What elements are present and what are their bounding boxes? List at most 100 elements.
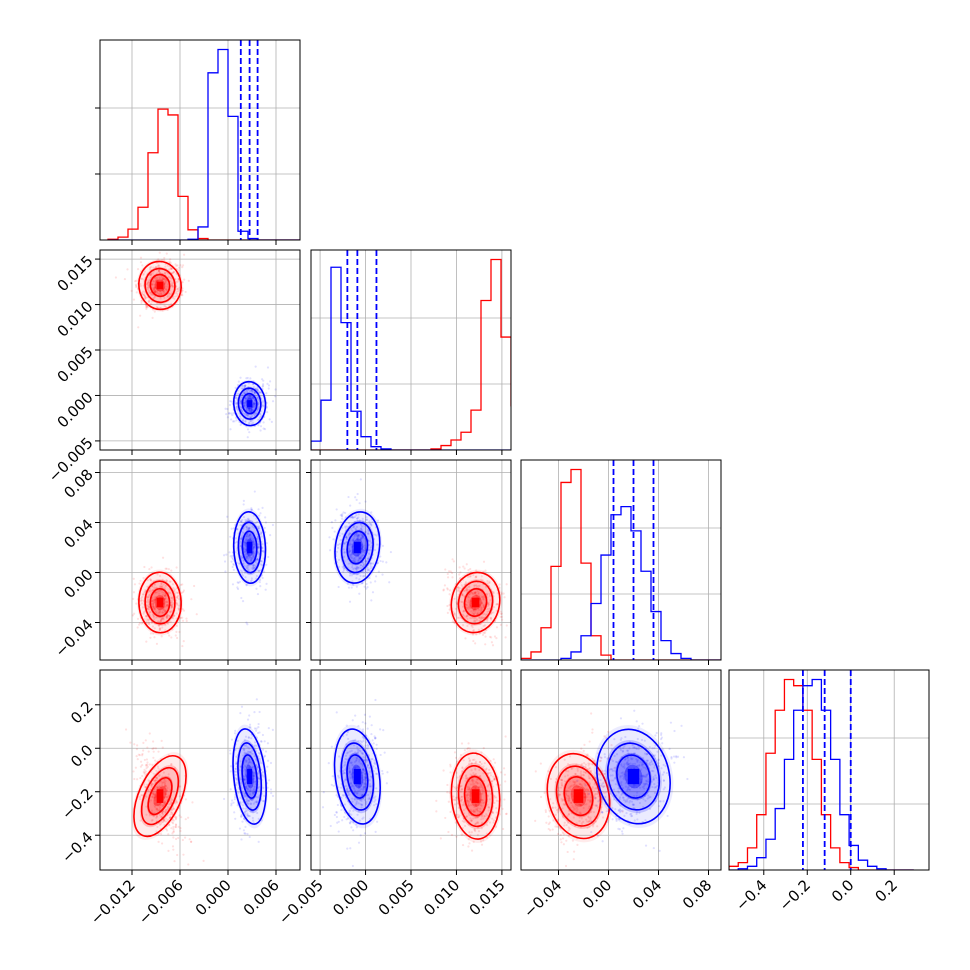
sample-point [243, 392, 246, 395]
sample-point [259, 413, 262, 416]
sample-point [153, 607, 157, 610]
sample-point [381, 769, 384, 773]
panel-content [321, 698, 508, 868]
sample-point [249, 537, 252, 541]
sample-point [243, 744, 246, 747]
sample-point [484, 643, 487, 646]
sample-point [255, 564, 258, 567]
sample-point [248, 396, 251, 399]
sample-point [347, 495, 350, 499]
sample-point [466, 747, 469, 751]
sample-point [163, 610, 167, 613]
sample-point [252, 550, 255, 554]
sample-point [222, 797, 226, 801]
sample-point [167, 268, 171, 271]
sample-point [337, 830, 340, 833]
sample-point [234, 762, 237, 765]
sample-point [135, 285, 138, 289]
sample-point [367, 569, 370, 572]
sample-point [142, 273, 145, 276]
sample-point [468, 585, 471, 589]
sample-point [357, 535, 360, 538]
sample-point [462, 615, 466, 618]
sample-point [474, 761, 477, 765]
y-tick-label: 0.015 [54, 252, 97, 295]
sample-point [152, 279, 155, 283]
sample-point [466, 614, 469, 617]
sample-point [250, 422, 253, 425]
sample-point [139, 314, 142, 317]
sample-point [165, 285, 168, 288]
sample-point [504, 636, 507, 639]
sample-point [502, 827, 505, 831]
sample-point [244, 397, 247, 400]
sample-point [193, 584, 196, 588]
sample-point [255, 587, 258, 590]
sample-point [249, 533, 252, 536]
sample-point [621, 810, 624, 813]
sample-point [176, 264, 179, 267]
sample-point [462, 605, 465, 608]
sample-point [171, 798, 174, 802]
sample-point [375, 534, 378, 537]
sample-point [173, 614, 176, 617]
sample-point [343, 551, 346, 554]
sample-point [252, 788, 256, 791]
sample-point [161, 556, 165, 559]
sample-point [144, 296, 148, 299]
sample-point [259, 512, 262, 515]
sample-point [462, 803, 465, 806]
sample-point [256, 537, 259, 540]
sample-point [255, 795, 258, 798]
sample-point [153, 598, 156, 601]
sample-point [350, 772, 353, 776]
sample-point [573, 808, 577, 811]
sample-point [148, 763, 151, 766]
sample-point [168, 292, 171, 295]
sample-point [249, 750, 252, 753]
sample-point [357, 739, 360, 743]
sample-point [142, 293, 145, 297]
sample-point [353, 766, 357, 769]
sample-point [256, 592, 260, 596]
sample-point [356, 517, 359, 520]
sample-point [575, 822, 578, 825]
sample-point [153, 296, 156, 299]
sample-point [564, 864, 568, 868]
sample-point [351, 784, 354, 787]
sample-point [456, 586, 460, 589]
sample-point [151, 763, 154, 766]
sample-point [165, 616, 169, 619]
sample-point [245, 377, 248, 380]
sample-point [475, 804, 478, 807]
sample-point [149, 578, 152, 582]
sample-point [349, 822, 352, 825]
sample-point [580, 784, 584, 787]
sample-point [466, 793, 469, 797]
sample-point [147, 284, 150, 287]
sample-point [470, 769, 473, 772]
sample-point [236, 383, 240, 387]
sample-point [480, 815, 483, 818]
sample-point [236, 528, 239, 531]
panel-frame [99, 459, 301, 661]
sample-point [569, 788, 572, 791]
sample-point [469, 792, 473, 796]
sample-point [166, 614, 169, 617]
sample-point [349, 504, 352, 507]
sample-point [257, 787, 260, 790]
sample-point [374, 762, 377, 766]
sample-point [241, 574, 245, 577]
sample-point [236, 527, 239, 530]
sample-point [145, 805, 148, 808]
sample-point [246, 388, 249, 392]
sample-point [140, 599, 143, 602]
sample-point [355, 792, 359, 795]
sample-point [259, 563, 262, 566]
sample-point [575, 807, 578, 810]
sample-point [554, 766, 558, 769]
sample-point [351, 516, 354, 519]
sample-point [140, 277, 143, 280]
sample-point [152, 602, 155, 605]
sample-point [243, 550, 247, 554]
